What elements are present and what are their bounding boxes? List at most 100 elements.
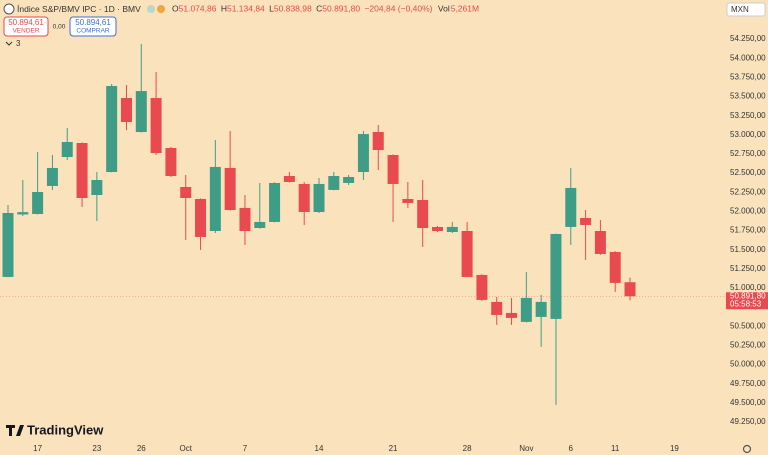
currency[interactable]: MXN [731,5,749,14]
candle-body [180,186,192,198]
x-tick-label: 11 [611,444,620,453]
x-tick-label: 26 [137,444,146,453]
buy-price[interactable]: 50.894,61 [75,18,111,27]
x-tick-label: 14 [315,444,324,453]
candle-body [61,141,73,158]
indicators-toggle[interactable]: 3 [16,39,21,48]
candle-body [402,198,414,203]
y-tick-label: 52.750,00 [730,149,766,158]
y-tick-label: 49.250,00 [730,417,766,426]
candle-body [491,301,503,315]
x-tick-label: 19 [670,444,679,453]
candle-body [150,98,162,154]
symbol-icon [3,3,15,15]
x-tick-label: Oct [179,444,192,453]
candle-body [343,176,355,183]
x-tick-label: 23 [92,444,101,453]
settings-icon[interactable] [742,444,752,454]
candle-body [165,147,177,176]
logo-mark [6,425,24,436]
candle-body [506,312,518,318]
candle-body [17,212,29,215]
legend-value: 5,261M [451,4,479,14]
y-tick-label: 52.500,00 [730,168,766,177]
y-tick-label: 51.750,00 [730,226,766,235]
x-tick-label: 28 [463,444,472,453]
plot-area: 54.250,00 54.000,00 53.750,00 53.500,00 53.2… [0,34,768,453]
candle-body [135,91,147,133]
candle-body [417,199,429,229]
x-tick-label: 6 [569,444,574,453]
candle-body [239,207,251,231]
legend-value: 50.838,98 [274,4,312,14]
y-tick-label: 54.000,00 [730,53,766,62]
candle-body [328,176,340,190]
y-tick-label: 51.000,00 [730,283,766,292]
y-tick-label: 49.750,00 [730,379,766,388]
legend-key: O [172,4,179,14]
y-tick-label: 54.250,00 [730,34,766,43]
legend-key: H [221,4,227,14]
candle-body [624,282,636,297]
currency-box[interactable] [726,2,766,17]
candle-body [313,183,325,212]
y-tick-label: 50.250,00 [730,341,766,350]
buy-button[interactable] [69,16,117,37]
x-tick-label: 21 [389,444,398,453]
candle-body [2,212,14,277]
candle-body [594,230,606,254]
candle-body [580,217,592,225]
candle-body [446,226,458,232]
candle-body [357,134,369,173]
collapse-arrow[interactable] [5,41,13,46]
candle-body [461,230,473,277]
x-tick-label: 17 [33,444,42,453]
y-tick-label: 50.500,00 [730,321,766,330]
y-tick-label: 53.750,00 [730,72,766,81]
candle-body [550,233,562,319]
x-tick-label: 7 [243,444,248,453]
candle-body [372,132,384,151]
candle-body [224,167,236,211]
candle-body [76,142,88,198]
ohlc-legend: O51.074,86 H51.134,84 L50.838,98 C50.891… [172,4,479,14]
sell-price[interactable]: 50.894,61 [8,18,44,27]
candle-body [476,274,488,300]
candle-body [209,166,221,231]
x-tick-label: Nov [519,444,533,453]
last-price-label: 50.891,80 [730,291,766,300]
sell-label[interactable]: VENDER [12,28,39,35]
legend-value: 51.074,86 [179,4,217,14]
y-tick-label: 53.500,00 [730,92,766,101]
legend-value: 50.891,80 [322,4,360,14]
y-tick-label: 53.000,00 [730,130,766,139]
legend-key: L [269,4,274,14]
candle-body [32,192,44,214]
spread: 0,00 [53,24,66,31]
chart-title: Índice S&P/BMV IPC · 1D · BMV [17,4,141,14]
candle-body [565,187,577,227]
candle-body [254,221,266,229]
buy-label[interactable]: COMPRAR [76,28,110,35]
y-tick-label: 52.250,00 [730,187,766,196]
countdown: 05:58:53 [730,299,762,308]
status-icon [147,5,155,13]
y-tick-label: 50.000,00 [730,360,766,369]
candle-body [283,176,295,182]
candle-body [120,98,132,123]
market-icon [157,5,165,13]
candle-body [106,86,118,173]
candle-body [387,155,399,184]
candle-body [298,183,310,212]
legend-key: Vol [438,4,450,14]
legend-change: −204,84 (−0,40%) [364,4,432,14]
candle-body [269,182,281,222]
sell-button[interactable] [3,16,49,37]
y-tick-label: 49.500,00 [730,398,766,407]
candle-body [46,167,58,186]
legend-key: C [316,4,322,14]
candle-body [520,297,532,322]
candle-body [91,179,103,195]
y-tick-label: 53.250,00 [730,111,766,120]
